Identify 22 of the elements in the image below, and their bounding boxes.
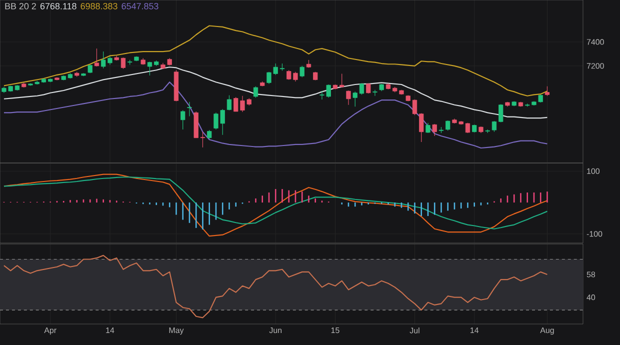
candlestick [300,66,304,78]
text: 6768.118 [40,3,76,10]
candlestick [226,94,232,111]
candlestick [253,86,258,98]
candlestick [352,91,358,107]
text: 6547.853 [122,3,158,10]
candlestick [187,102,192,117]
candlestick [372,90,378,96]
candlestick [432,124,437,136]
candlestick [492,120,497,132]
chart-title: BB 20 2 [5,3,36,10]
candlestick [200,132,206,148]
candlestick [340,73,344,88]
candlestick [419,112,424,142]
candlestick [412,99,418,116]
candlestick [180,110,186,130]
candlestick [94,48,100,67]
candlestick [147,61,152,76]
candlestick [544,86,550,96]
text: 6988.383 [80,3,118,10]
candlestick [120,57,126,70]
candlestick [346,90,351,106]
